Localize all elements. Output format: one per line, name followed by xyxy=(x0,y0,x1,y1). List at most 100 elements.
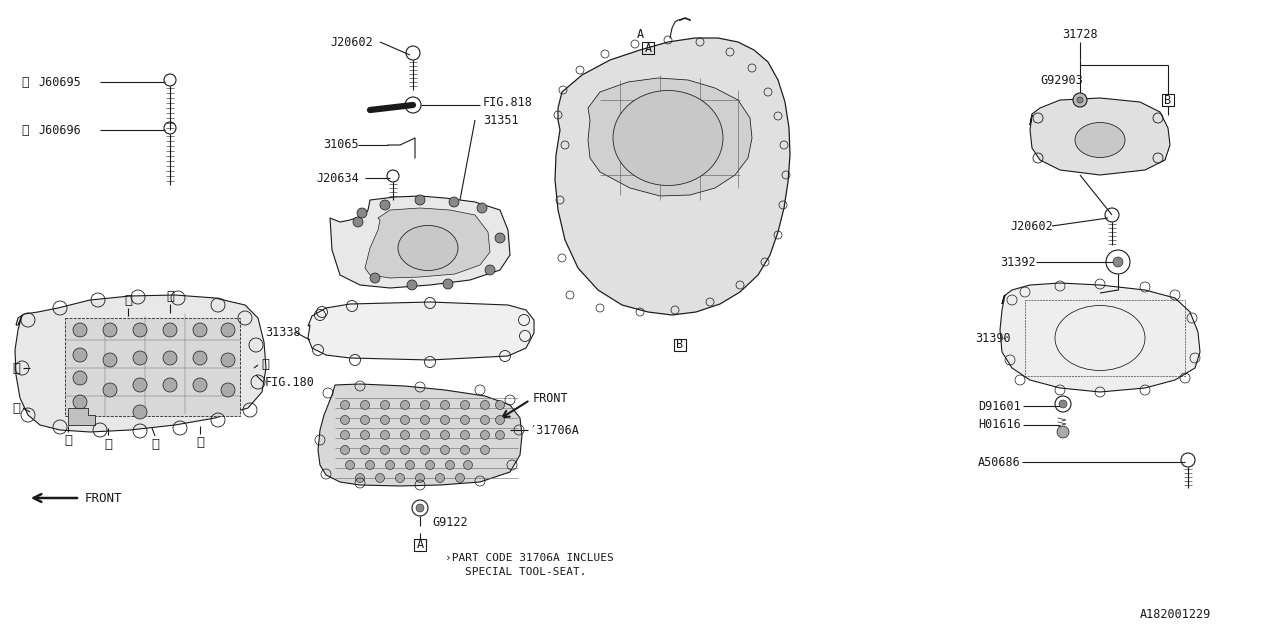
Text: J60696: J60696 xyxy=(38,124,81,136)
Text: A: A xyxy=(644,42,652,54)
Bar xyxy=(1162,94,1174,106)
Text: A: A xyxy=(416,538,424,552)
Circle shape xyxy=(407,280,417,290)
Text: SPECIAL TOOL-SEAT.: SPECIAL TOOL-SEAT. xyxy=(465,567,586,577)
Text: 31065: 31065 xyxy=(323,138,358,152)
Circle shape xyxy=(340,401,349,410)
Circle shape xyxy=(461,445,470,454)
Polygon shape xyxy=(1030,98,1170,175)
Circle shape xyxy=(1057,426,1069,438)
Circle shape xyxy=(480,415,489,424)
Text: 31728: 31728 xyxy=(1062,29,1098,42)
Circle shape xyxy=(133,378,147,392)
Text: A: A xyxy=(636,29,644,42)
Circle shape xyxy=(1076,97,1083,103)
Circle shape xyxy=(380,431,389,440)
Text: J20602: J20602 xyxy=(1010,220,1052,232)
Circle shape xyxy=(440,445,449,454)
Polygon shape xyxy=(1000,283,1201,392)
Text: H01616: H01616 xyxy=(978,419,1020,431)
Circle shape xyxy=(361,401,370,410)
Ellipse shape xyxy=(1075,122,1125,157)
Polygon shape xyxy=(15,295,266,432)
Circle shape xyxy=(443,279,453,289)
Circle shape xyxy=(449,197,460,207)
Text: FIG.818: FIG.818 xyxy=(483,97,532,109)
Text: ②: ② xyxy=(196,435,204,449)
Circle shape xyxy=(401,445,410,454)
Circle shape xyxy=(415,195,425,205)
Circle shape xyxy=(401,415,410,424)
Circle shape xyxy=(495,401,504,410)
Text: 31351: 31351 xyxy=(483,113,518,127)
Circle shape xyxy=(133,351,147,365)
Circle shape xyxy=(421,431,430,440)
Circle shape xyxy=(102,383,116,397)
Circle shape xyxy=(440,431,449,440)
Circle shape xyxy=(73,371,87,385)
Text: J60695: J60695 xyxy=(38,76,81,88)
Text: D91601: D91601 xyxy=(978,399,1020,413)
Text: FRONT: FRONT xyxy=(84,492,123,504)
Circle shape xyxy=(133,405,147,419)
Ellipse shape xyxy=(613,90,723,186)
Text: G9122: G9122 xyxy=(433,515,467,529)
Ellipse shape xyxy=(398,225,458,271)
Circle shape xyxy=(401,401,410,410)
Circle shape xyxy=(495,431,504,440)
Circle shape xyxy=(163,378,177,392)
Circle shape xyxy=(425,461,434,470)
Circle shape xyxy=(461,415,470,424)
Circle shape xyxy=(361,445,370,454)
Circle shape xyxy=(461,401,470,410)
Circle shape xyxy=(221,323,236,337)
Polygon shape xyxy=(365,208,490,278)
Circle shape xyxy=(495,233,506,243)
Circle shape xyxy=(421,415,430,424)
Circle shape xyxy=(456,474,465,483)
Circle shape xyxy=(480,401,489,410)
Circle shape xyxy=(346,461,355,470)
Circle shape xyxy=(401,431,410,440)
Circle shape xyxy=(463,461,472,470)
Circle shape xyxy=(480,431,489,440)
Polygon shape xyxy=(556,38,790,315)
Circle shape xyxy=(340,445,349,454)
Text: ②: ② xyxy=(151,438,159,451)
Circle shape xyxy=(163,323,177,337)
Circle shape xyxy=(421,445,430,454)
Bar xyxy=(413,539,426,551)
Circle shape xyxy=(102,353,116,367)
Circle shape xyxy=(221,353,236,367)
Circle shape xyxy=(461,431,470,440)
Circle shape xyxy=(435,474,444,483)
Circle shape xyxy=(73,395,87,409)
Circle shape xyxy=(1073,93,1087,107)
Circle shape xyxy=(193,378,207,392)
Polygon shape xyxy=(588,78,753,196)
Text: ②: ② xyxy=(64,433,72,447)
Circle shape xyxy=(340,431,349,440)
Text: B: B xyxy=(1165,93,1171,106)
Circle shape xyxy=(73,348,87,362)
Circle shape xyxy=(366,461,375,470)
Bar xyxy=(675,339,686,351)
Text: 31390: 31390 xyxy=(975,332,1011,344)
Text: ②: ② xyxy=(124,294,132,307)
Circle shape xyxy=(416,504,424,512)
Circle shape xyxy=(385,461,394,470)
Circle shape xyxy=(356,474,365,483)
Circle shape xyxy=(370,273,380,283)
Circle shape xyxy=(416,474,425,483)
Polygon shape xyxy=(330,196,509,288)
Circle shape xyxy=(380,415,389,424)
Text: FIG.180: FIG.180 xyxy=(265,376,315,388)
Circle shape xyxy=(353,217,364,227)
Circle shape xyxy=(102,323,116,337)
Circle shape xyxy=(445,461,454,470)
Polygon shape xyxy=(317,384,522,486)
Circle shape xyxy=(485,265,495,275)
Text: 31392: 31392 xyxy=(1000,255,1036,269)
Polygon shape xyxy=(68,408,95,425)
Text: A50686: A50686 xyxy=(978,456,1020,468)
